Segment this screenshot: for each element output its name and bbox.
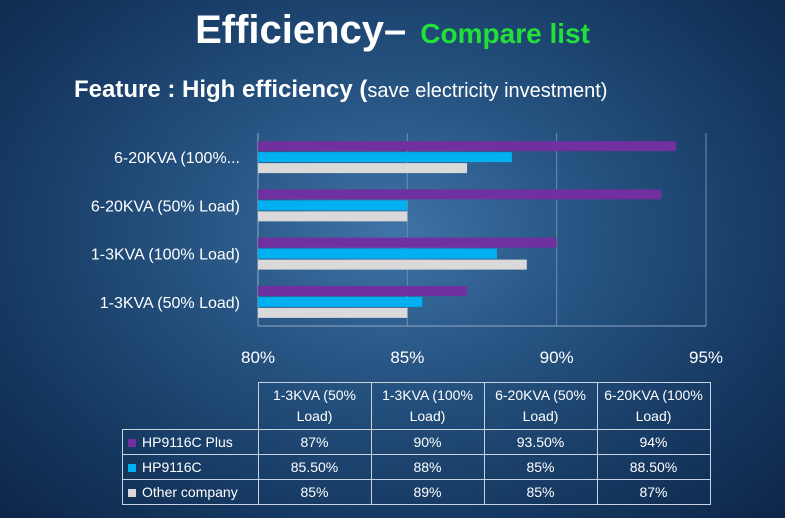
title-main: Efficiency– bbox=[195, 8, 407, 52]
efficiency-bar-chart: 80% 85% 90% 95% 1-3KVA (50% Load) 1-3KVA (100… bbox=[91, 133, 723, 367]
comparison-table: 1-3KVA (50% Load) 1-3KVA (100% Load) 6-2… bbox=[122, 382, 711, 505]
x-tick-label: 95% bbox=[689, 348, 723, 367]
table-row: HP9116C 85.50% 88% 85% 88.50% bbox=[122, 454, 711, 480]
bar bbox=[258, 237, 557, 248]
bar bbox=[258, 307, 408, 318]
table-corner-cell bbox=[122, 382, 259, 430]
table-cell: 85.50% bbox=[257, 454, 372, 480]
table-cell: 88% bbox=[370, 454, 485, 480]
table-cell: 87% bbox=[257, 429, 372, 455]
bar bbox=[258, 285, 468, 296]
bar bbox=[258, 163, 468, 174]
legend-swatch bbox=[128, 439, 136, 448]
y-tick-label: 6-20KVA (50% Load) bbox=[91, 198, 240, 215]
bar bbox=[258, 296, 423, 307]
table-cell: 85% bbox=[257, 479, 372, 505]
table-header-cell: 6-20KVA (100% Load) bbox=[596, 382, 711, 430]
feature-label: Feature : High efficiency ( bbox=[74, 76, 368, 103]
bar bbox=[258, 248, 497, 259]
legend-swatch bbox=[128, 464, 136, 473]
table-row: Other company 85% 89% 85% 87% bbox=[122, 479, 711, 505]
table-header-row: 1-3KVA (50% Load) 1-3KVA (100% Load) 6-2… bbox=[122, 382, 711, 430]
legend-cell: Other company bbox=[122, 479, 259, 505]
bar bbox=[258, 152, 512, 163]
bar bbox=[258, 189, 662, 200]
table-cell: 87% bbox=[596, 479, 711, 505]
y-tick-label: 1-3KVA (100% Load) bbox=[91, 247, 240, 264]
table-cell: 85% bbox=[483, 454, 598, 480]
legend-label: HP9116C Plus bbox=[142, 434, 233, 450]
legend-label: HP9116C bbox=[142, 459, 202, 475]
bar bbox=[258, 259, 527, 270]
title-sub: Compare list bbox=[420, 18, 590, 49]
legend-label: Other company bbox=[142, 484, 238, 500]
y-tick-label: 6-20KVA (100%... bbox=[114, 150, 240, 167]
x-tick-label: 85% bbox=[390, 348, 424, 367]
bar bbox=[258, 200, 408, 211]
feature-line: Feature : High efficiency (save electric… bbox=[74, 76, 607, 104]
table-row: HP9116C Plus 87% 90% 93.50% 94% bbox=[122, 429, 711, 455]
legend-swatch bbox=[128, 489, 136, 498]
feature-note: save electricity investment) bbox=[367, 80, 608, 102]
table-cell: 85% bbox=[483, 479, 598, 505]
legend-cell: HP9116C bbox=[122, 454, 259, 480]
table-header-cell: 1-3KVA (50% Load) bbox=[257, 382, 372, 430]
x-tick-label: 90% bbox=[540, 348, 574, 367]
table-cell: 88.50% bbox=[596, 454, 711, 480]
table-cell: 90% bbox=[370, 429, 485, 455]
table-header-cell: 1-3KVA (100% Load) bbox=[370, 382, 485, 430]
x-tick-label: 80% bbox=[241, 348, 275, 367]
table-cell: 94% bbox=[596, 429, 711, 455]
bar bbox=[258, 141, 677, 152]
table-cell: 93.50% bbox=[483, 429, 598, 455]
bar bbox=[258, 211, 408, 222]
y-tick-label: 1-3KVA (50% Load) bbox=[100, 295, 240, 312]
table-cell: 89% bbox=[370, 479, 485, 505]
table-header-cell: 6-20KVA (50% Load) bbox=[483, 382, 598, 430]
legend-cell: HP9116C Plus bbox=[122, 429, 259, 455]
slide-title: Efficiency– Compare list bbox=[0, 8, 785, 53]
